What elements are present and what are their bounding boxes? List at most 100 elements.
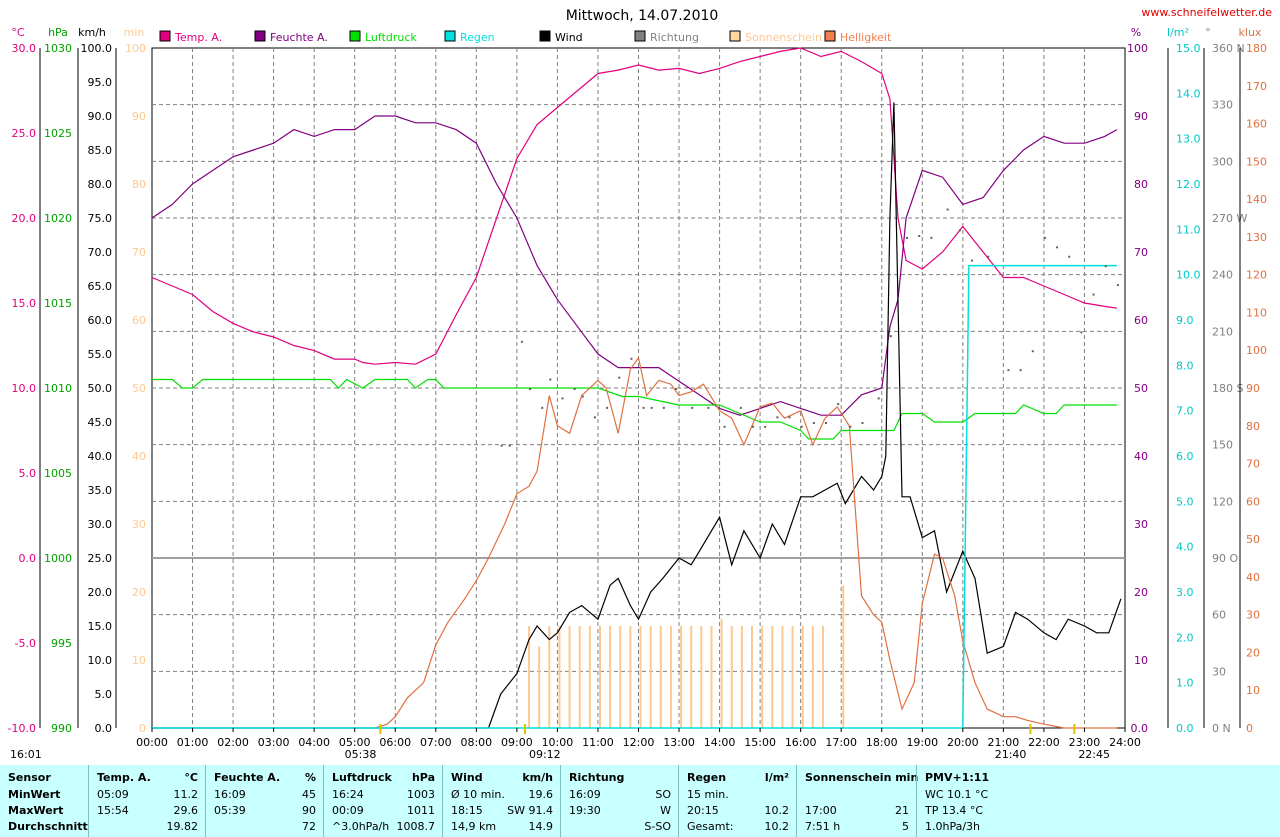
brightness-line (374, 356, 1117, 729)
y-tick-label: 80.0 (88, 178, 113, 191)
y-tick-label: 70 (132, 246, 146, 259)
y-tick-label: 11.0 (1176, 223, 1201, 236)
panel-cell-value: 5 (902, 820, 909, 833)
axis-unit-label: % (1131, 26, 1141, 39)
direction-point (529, 388, 532, 390)
y-tick-label: 75.0 (88, 212, 113, 225)
y-tick-label: 9.0 (1176, 314, 1194, 327)
y-tick-label: 990 (51, 722, 72, 735)
panel-cell-time: 1.0hPa/3h (925, 820, 981, 833)
y-tick-label: 160 (1246, 118, 1267, 131)
y-tick-label: 100 (125, 42, 146, 55)
y-tick-label: 14.0 (1176, 87, 1201, 100)
legend-swatch (349, 30, 361, 42)
wind-line (152, 102, 1122, 729)
y-tick-label: 20 (1134, 586, 1148, 599)
y-tick-label: 15.0 (12, 297, 37, 310)
panel-cell-value: 1008.7 (396, 820, 436, 833)
direction-points (500, 208, 1119, 447)
direction-point (970, 259, 973, 262)
y-tick-label: 80 (1134, 178, 1148, 191)
legend-swatch (159, 30, 171, 42)
panel-cell-value: 90 (302, 804, 316, 817)
panel-cell-time: 18:15 (451, 804, 483, 817)
direction-point (541, 406, 544, 409)
direction-point (508, 444, 511, 447)
y-tick-label: 1025 (44, 127, 72, 140)
direction-point (946, 208, 949, 211)
axes: 00:00 01:00 02:00 03:00 04:00 05:00 06:00 07:00… (8, 26, 1267, 761)
panel-column-title: Wind (451, 771, 483, 784)
legend-entry: Wind (555, 31, 583, 44)
x-tick-label: 13:00 (663, 736, 695, 749)
direction-point (1080, 331, 1083, 334)
direction-point (662, 406, 665, 409)
y-tick-label: 65.0 (88, 280, 113, 293)
y-tick-label: 0.0 (1176, 722, 1194, 735)
direction-point (849, 425, 852, 428)
humidity-line (151, 115, 1118, 416)
panel-column-unit: l/m² (764, 771, 789, 784)
panel-column-title: Luftdruck (332, 771, 392, 784)
y-tick-label: 180 (1246, 42, 1267, 55)
legend-entry: Helligkeit (840, 31, 892, 44)
y-tick-label: 80 (132, 178, 146, 191)
legend-entry: Regen (460, 31, 495, 44)
panel-row-label: Durchschnitt (8, 820, 88, 833)
panel-cell-time: 16:09 (569, 788, 601, 801)
y-tick-label: 90 (1134, 110, 1148, 123)
y-tick-label: 45.0 (88, 416, 113, 429)
direction-point (837, 403, 840, 406)
y-tick-label: 5.0 (95, 688, 113, 701)
x-tick-label: 16:00 (785, 736, 817, 749)
panel-column-title: Sonnenschein min (805, 771, 919, 784)
direction-point (1104, 265, 1107, 268)
y-tick-label: 70 (1134, 246, 1148, 259)
panel-cell-time: 16:09 (214, 788, 246, 801)
panel-cell-value: 45 (302, 788, 316, 801)
panel-column-title: Regen (687, 771, 727, 784)
y-tick-label: 40 (1246, 571, 1260, 584)
direction-point (642, 406, 645, 409)
x-tick-label: 05:00 (339, 736, 371, 749)
y-tick-label: 300 (1212, 155, 1233, 168)
y-tick-label: -5.0 (15, 637, 36, 650)
y-tick-label: 180 S (1212, 382, 1243, 395)
x-tick-label: 11:00 (582, 736, 614, 749)
y-tick-label: 1015 (44, 297, 72, 310)
y-tick-label: 100 (1127, 42, 1148, 55)
y-tick-label: 0.0 (19, 552, 37, 565)
y-tick-label: 12.0 (1176, 178, 1201, 191)
panel-column-unit: km/h (522, 771, 553, 784)
y-tick-label: 30.0 (12, 42, 37, 55)
panel-cell-time: 05:39 (214, 804, 246, 817)
y-tick-label: 210 (1212, 325, 1233, 338)
panel-cell-value: 14.9 (528, 820, 554, 833)
panel-cell-value: 72 (302, 820, 316, 833)
panel-cell-value: W (660, 804, 671, 817)
direction-point (561, 397, 564, 400)
y-tick-label: 130 (1246, 231, 1267, 244)
panel-cell-time: 20:15 (687, 804, 719, 817)
chart-title: Mittwoch, 14.07.2010 (566, 8, 719, 24)
direction-point (1068, 255, 1071, 258)
panel-cell-value: 1003 (407, 788, 435, 801)
y-tick-label: 50 (1134, 382, 1148, 395)
y-tick-label: 10.0 (12, 382, 37, 395)
panel-cell-time: 15 min. (687, 788, 729, 801)
y-tick-label: 60 (1212, 609, 1226, 622)
y-tick-label: 30 (1134, 518, 1148, 531)
legend-swatch (634, 30, 646, 42)
sunshine-bars (528, 585, 845, 728)
panel-cell-value: 10.2 (764, 820, 790, 833)
x-tick-label: 12:00 (623, 736, 655, 749)
panel-column-title: Feuchte A. (214, 771, 281, 784)
y-tick-label: 60 (1246, 495, 1260, 508)
pressure-line (152, 378, 1117, 440)
direction-point (800, 425, 803, 428)
direction-point (1056, 246, 1059, 249)
y-tick-label: 20.0 (88, 586, 113, 599)
panel-cell-time: 7:51 h (805, 820, 841, 833)
panel-cell-time: 19:30 (569, 804, 601, 817)
y-tick-label: 15.0 (88, 620, 113, 633)
